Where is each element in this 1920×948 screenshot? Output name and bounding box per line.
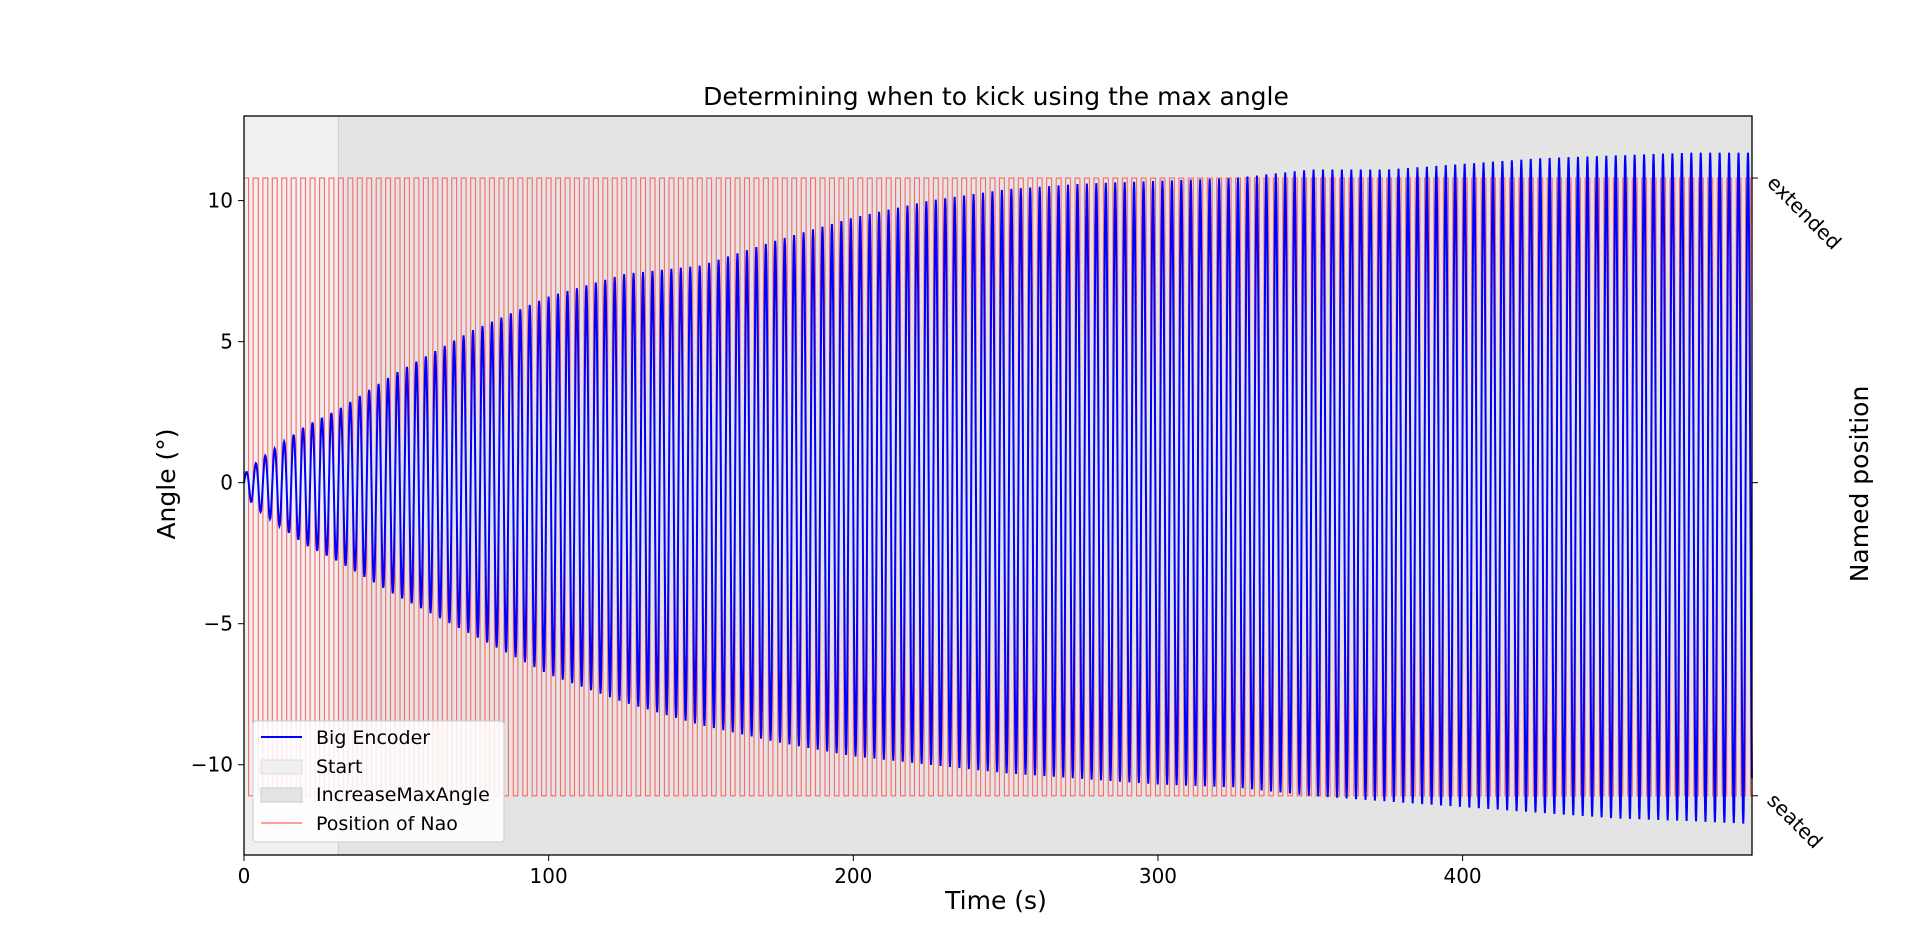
x-axis: 0 100 200 300 400 bbox=[238, 855, 1482, 888]
y-tick-label: 0 bbox=[220, 471, 233, 495]
legend-swatch-increase-max-angle bbox=[260, 787, 303, 803]
x-tick-label: 100 bbox=[530, 864, 568, 888]
legend-label-start: Start bbox=[316, 756, 362, 778]
x-tick-label: 0 bbox=[238, 864, 251, 888]
legend-swatch-start bbox=[260, 759, 303, 775]
x-tick-label: 400 bbox=[1443, 864, 1481, 888]
right-tick-label-extended: extended bbox=[1762, 171, 1846, 255]
y-tick-label: −10 bbox=[191, 753, 233, 777]
legend: Big Encoder Start IncreaseMaxAngle Posit… bbox=[252, 720, 505, 843]
x-axis-label: Time (s) bbox=[944, 886, 1047, 915]
encoder-layer bbox=[243, 152, 1753, 824]
chart-title: Determining when to kick using the max a… bbox=[703, 82, 1289, 111]
series-big-encoder bbox=[243, 152, 1753, 824]
y-tick-label: 10 bbox=[208, 189, 233, 213]
legend-label-increase-max-angle: IncreaseMaxAngle bbox=[316, 784, 490, 806]
y-tick-label: −5 bbox=[204, 612, 233, 636]
right-tick-label-seated: seated bbox=[1762, 788, 1827, 853]
legend-box bbox=[252, 720, 505, 843]
right-axis-label: Named position bbox=[1845, 386, 1874, 583]
y-axis: −10 −5 0 5 10 bbox=[191, 189, 244, 777]
plot-frame bbox=[243, 115, 1753, 856]
y-tick-label: 5 bbox=[220, 330, 233, 354]
right-axis: extended seated bbox=[1752, 171, 1846, 853]
legend-label-position-of-nao: Position of Nao bbox=[316, 813, 458, 835]
x-tick-label: 200 bbox=[834, 864, 872, 888]
legend-label-big-encoder: Big Encoder bbox=[316, 727, 430, 749]
y-axis-label: Angle (°) bbox=[152, 428, 181, 539]
x-tick-label: 300 bbox=[1139, 864, 1177, 888]
